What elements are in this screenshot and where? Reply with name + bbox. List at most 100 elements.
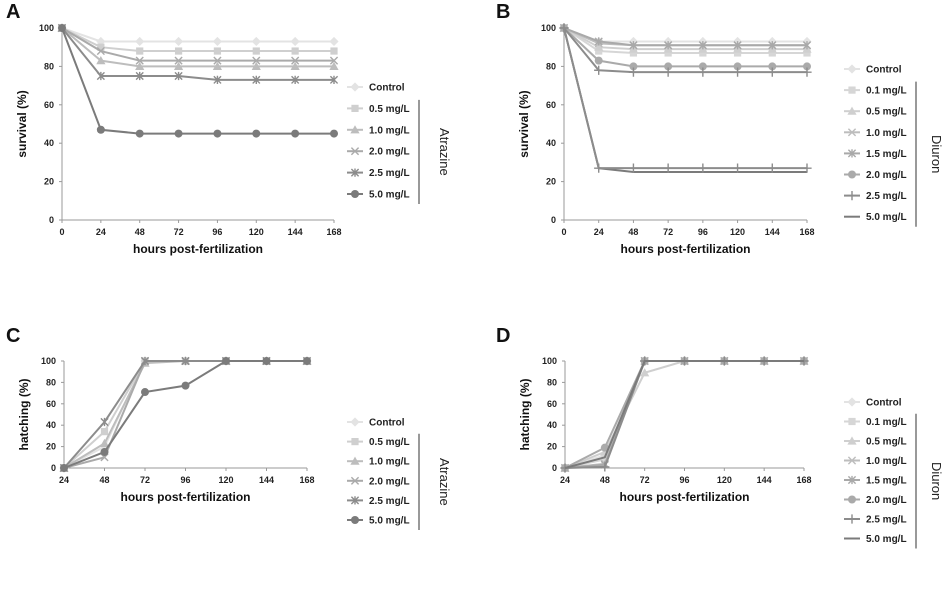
legend-label: 5.0 mg/L	[369, 190, 410, 201]
data-point	[768, 62, 777, 71]
legend-marker	[847, 191, 857, 201]
data-point	[733, 62, 742, 71]
y-tick-label: 0	[552, 463, 557, 473]
legend-label: 2.0 mg/L	[866, 170, 907, 181]
data-point	[60, 464, 68, 472]
legend-label: Control	[866, 398, 902, 409]
x-tick-label: 72	[663, 227, 673, 237]
data-point	[329, 56, 339, 65]
group-label: Atrazine	[437, 458, 452, 506]
x-tick-label: 168	[796, 475, 811, 485]
data-point	[135, 36, 145, 47]
data-point	[291, 75, 300, 84]
data-point	[212, 61, 223, 70]
data-point	[252, 129, 261, 138]
x-axis-title: hours post-fertilization	[121, 490, 251, 504]
data-point	[174, 56, 183, 65]
legend-item: 0.1 mg/L	[844, 417, 907, 428]
data-point	[291, 47, 299, 55]
data-point	[640, 368, 650, 377]
data-point	[135, 61, 145, 70]
y-tick-label: 100	[41, 356, 56, 366]
series-line	[563, 27, 807, 74]
data-point	[629, 49, 638, 57]
y-tick-label: 60	[547, 399, 557, 409]
data-point	[251, 36, 261, 47]
x-tick-label: 72	[174, 227, 184, 237]
legend-label: 5.0 mg/L	[369, 516, 410, 527]
group-label: Atrazine	[437, 128, 452, 176]
chart-a: 0 20 40 60 80 100 0 24 48 72 96 120 144 168 hours post…	[15, 23, 452, 256]
legend-label: Control	[369, 83, 405, 94]
legend-item: 5.0 mg/L	[347, 190, 410, 201]
y-tick-label: 20	[44, 177, 54, 187]
legend-marker	[848, 417, 856, 426]
y-tick-label: 40	[46, 420, 56, 430]
x-tick-label: 144	[757, 475, 772, 485]
series-0-5-mg-l	[560, 356, 809, 472]
legend-label: 2.0 mg/L	[369, 147, 410, 158]
data-point	[290, 36, 300, 47]
data-point	[698, 62, 707, 71]
legend-item: 5.0 mg/L	[844, 212, 907, 223]
legend-marker	[848, 170, 856, 179]
legend-marker	[848, 495, 856, 504]
data-point	[594, 65, 604, 75]
x-tick-label: 0	[561, 227, 566, 237]
series-line	[564, 360, 804, 469]
x-tick-label: 48	[628, 227, 638, 237]
data-point	[594, 56, 603, 65]
legend-label: 2.5 mg/L	[866, 515, 907, 526]
x-tick-label: 48	[135, 227, 145, 237]
y-tick-label: 0	[51, 463, 56, 473]
legend-item: Control	[347, 417, 405, 429]
series-line	[63, 360, 307, 469]
data-point	[173, 61, 184, 70]
legend-marker	[848, 86, 856, 94]
legend-label: 1.5 mg/L	[866, 149, 907, 160]
legend-marker	[350, 147, 360, 156]
x-tick-label: 96	[698, 227, 708, 237]
data-point	[594, 163, 604, 173]
data-point	[732, 67, 743, 77]
y-axis-title: survival (%)	[517, 90, 531, 157]
legend-item: 2.0 mg/L	[844, 495, 907, 506]
data-point	[136, 47, 144, 55]
data-point	[698, 67, 708, 77]
legend-item: Control	[844, 64, 902, 76]
series-line	[61, 27, 334, 68]
y-tick-label: 40	[546, 138, 556, 148]
legend-label: 0.5 mg/L	[369, 104, 410, 115]
x-tick-label: 72	[640, 475, 650, 485]
data-point	[559, 23, 569, 33]
series-line	[61, 27, 334, 135]
legend-item: 0.5 mg/L	[844, 106, 907, 118]
legend-label: 5.0 mg/L	[866, 534, 907, 545]
legend-item: 5.0 mg/L	[844, 534, 907, 545]
legend-item: 1.0 mg/L	[347, 456, 410, 468]
data-point	[600, 443, 609, 452]
x-tick-label: 120	[730, 227, 745, 237]
legend-label: 2.5 mg/L	[369, 168, 410, 179]
y-tick-label: 20	[546, 177, 556, 187]
x-tick-label: 144	[765, 227, 780, 237]
y-axis-title: survival (%)	[15, 90, 29, 157]
legend-label: 2.5 mg/L	[866, 191, 907, 202]
x-tick-label: 96	[212, 227, 222, 237]
data-point	[58, 24, 66, 32]
legend-label: 2.5 mg/L	[369, 496, 410, 507]
legend-item: 1.0 mg/L	[347, 125, 410, 136]
data-point	[251, 61, 261, 70]
data-point	[698, 41, 707, 50]
y-tick-label: 40	[547, 420, 557, 430]
data-point	[329, 36, 339, 47]
chart-b: 0 20 40 60 80 100 0 24 48 72 96 120 144 168 hours post…	[517, 23, 944, 256]
data-point	[803, 49, 811, 57]
y-axis-title: hatching (%)	[518, 379, 532, 451]
panel-letter: C	[6, 325, 21, 347]
x-tick-label: 120	[218, 475, 233, 485]
x-tick-label: 168	[799, 227, 814, 237]
legend-label: Control	[369, 418, 405, 429]
data-point	[733, 41, 742, 50]
legend-item: Control	[347, 82, 405, 94]
